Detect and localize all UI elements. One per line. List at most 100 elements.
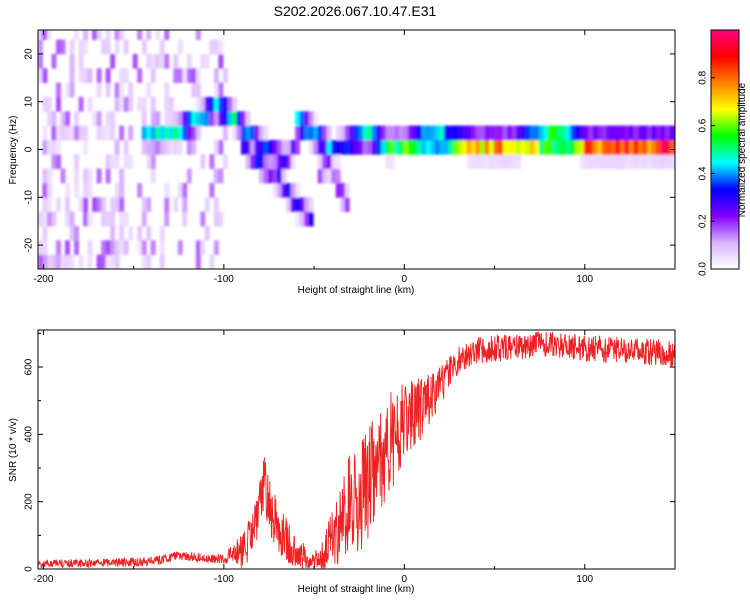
- spectrogram-cell: [579, 139, 585, 155]
- spectrogram-cell: [254, 139, 260, 155]
- spectrogram-cell: [65, 111, 70, 126]
- spectrogram-cell: [619, 139, 625, 155]
- spectrogram-cell: [191, 82, 197, 98]
- spectrogram-cell: [47, 254, 52, 269]
- spectrogram-cell: [42, 225, 48, 241]
- spectrogram-cell: [579, 154, 585, 170]
- snr-background: [38, 330, 675, 569]
- spectrogram-cell: [358, 125, 364, 141]
- spectrogram-cell: [42, 240, 48, 256]
- spectrogram-cell: [484, 154, 490, 170]
- spectrogram-cell: [552, 139, 558, 155]
- spectrogram-cell: [286, 197, 292, 213]
- spectrogram-cell: [56, 139, 61, 155]
- spectrogram-cell: [114, 154, 120, 170]
- spectrogram-cell: [74, 111, 79, 126]
- spectrogram-cell: [250, 154, 255, 170]
- spectrogram-cell: [669, 139, 675, 155]
- spectrogram-cell: [47, 211, 52, 227]
- spectrogram-cell: [146, 30, 152, 40]
- spectrogram-cell: [101, 254, 107, 269]
- spectrogram-cell: [498, 125, 504, 141]
- spectrogram-cell: [633, 125, 639, 141]
- spectrogram-cell: [78, 39, 84, 55]
- spectrogram-y-tick-label: -20: [24, 237, 35, 252]
- spectrogram-cell: [543, 139, 549, 155]
- spectrogram-cell: [326, 154, 332, 170]
- spectrogram-cell: [150, 96, 156, 112]
- spectrogram-x-tick-label: -200: [33, 274, 53, 285]
- spectrogram-cell: [344, 139, 350, 155]
- colorbar-tick-label: 0.8: [698, 70, 709, 84]
- spectrogram-cell: [322, 139, 328, 155]
- spectrogram-cell: [660, 125, 666, 141]
- spectrogram-cell: [349, 125, 355, 141]
- spectrogram-cell: [42, 125, 48, 141]
- spectrogram-cell: [299, 125, 305, 141]
- spectrogram-cell: [322, 154, 328, 170]
- colorbar-frame: [710, 29, 740, 270]
- spectrogram-cell: [182, 111, 188, 126]
- spectrogram-cell: [430, 125, 436, 141]
- spectrogram-cell: [200, 96, 206, 112]
- spectrogram-cell: [340, 139, 346, 155]
- spectrogram-cell: [268, 139, 273, 155]
- colorbar-tick-label: 0.6: [698, 118, 709, 132]
- spectrogram-cell: [87, 240, 93, 256]
- spectrogram-cell: [42, 211, 48, 227]
- spectrogram-cell: [195, 82, 201, 98]
- spectrogram-cell: [42, 168, 48, 184]
- spectrogram-cell: [69, 211, 75, 227]
- spectrogram-cell: [74, 182, 79, 198]
- spectrogram-cell: [213, 211, 219, 227]
- spectrogram-cell: [565, 139, 571, 155]
- snr-x-axis-label: Height of straight line (km): [298, 584, 415, 595]
- spectrogram-cell: [525, 139, 531, 155]
- spectrogram-cell: [159, 225, 165, 241]
- spectrogram-cell: [335, 125, 341, 141]
- spectrogram-cell: [250, 139, 255, 155]
- spectrogram-cell: [308, 125, 314, 141]
- spectrogram-cell: [304, 211, 310, 227]
- spectrogram-cell: [155, 139, 161, 155]
- spectrogram-cell: [209, 182, 215, 198]
- spectrogram-cell: [308, 211, 314, 227]
- spectrogram-cell: [60, 254, 66, 269]
- spectrogram-cell: [195, 68, 201, 83]
- spectrogram-cells: [38, 30, 675, 269]
- spectrogram-cell: [403, 139, 409, 155]
- spectrogram-cell: [101, 197, 107, 213]
- spectrogram-cell: [114, 96, 120, 112]
- spectrogram-cell: [236, 125, 242, 141]
- spectrogram-cell: [534, 125, 540, 141]
- spectrogram-cell: [204, 225, 210, 241]
- spectrogram-cell: [628, 139, 634, 155]
- spectrogram-cell: [583, 139, 589, 155]
- spectrogram-cell: [65, 125, 70, 141]
- spectrogram-cell: [110, 240, 116, 256]
- spectrogram-cell: [628, 154, 634, 170]
- spectrogram-cell: [155, 30, 161, 40]
- spectrogram-cell: [516, 154, 522, 170]
- spectrogram-cell: [268, 168, 273, 184]
- spectrogram-x-axis-label: Height of straight line (km): [298, 285, 415, 296]
- spectrogram-cell: [38, 39, 43, 55]
- spectrogram-cell: [96, 30, 102, 40]
- spectrogram-cell: [313, 125, 319, 141]
- colorbar-gradient: [711, 30, 739, 269]
- spectrogram-cell: [200, 154, 206, 170]
- spectrogram-cell: [335, 139, 341, 155]
- spectrogram-cell: [47, 182, 52, 198]
- spectrogram-cell: [195, 125, 201, 141]
- spectrogram-cell: [150, 68, 156, 83]
- spectrogram-cell: [642, 125, 648, 141]
- spectrogram-cell: [42, 96, 48, 112]
- spectrogram-cell: [74, 125, 79, 141]
- spectrogram-cell: [231, 96, 237, 112]
- spectrogram-cell: [349, 139, 355, 155]
- spectrogram-cell: [119, 240, 125, 256]
- spectrogram-cell: [493, 139, 499, 155]
- spectrogram-cell: [624, 125, 630, 141]
- spectrogram-cell: [218, 111, 224, 126]
